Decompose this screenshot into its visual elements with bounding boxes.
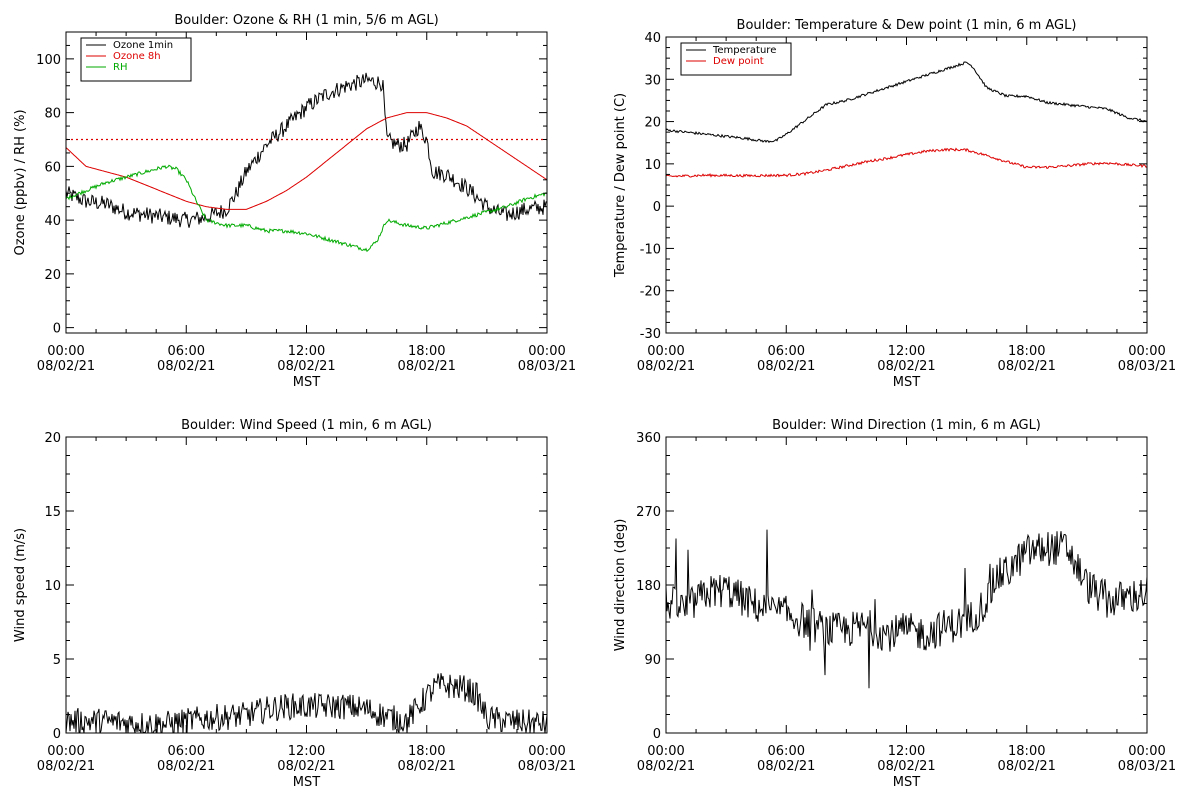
series-line-0 [66,673,547,733]
y-tick-label: 60 [44,160,61,175]
y-tick-label: 360 [636,431,661,446]
y-tick-label: 40 [644,31,661,46]
legend-label: Ozone 8h [113,51,161,62]
panel-ozone-rh: Boulder: Ozone & RH (1 min, 5/6 m AGL) M… [13,13,576,390]
y-tick-label: 100 [36,53,61,68]
y-tick-label: 0 [653,727,661,742]
x-tick-label-date: 08/03/21 [518,359,576,374]
legend-label: RH [113,62,127,73]
x-tick-label-time: 18:00 [1008,744,1045,759]
y-tick-label: 40 [44,214,61,229]
x-tick-label-time: 00:00 [528,744,565,759]
y-tick-label: 0 [53,727,61,742]
y-tick-label: 0 [653,200,661,215]
y-tick-label: 20 [44,431,61,446]
x-tick-label-date: 08/02/21 [37,359,95,374]
plot-frame [65,436,548,734]
y-axis-label: Wind speed (m/s) [13,528,28,642]
chart-title: Boulder: Wind Speed (1 min, 6 m AGL) [181,418,432,433]
x-tick-label-date: 08/02/21 [998,359,1056,374]
x-tick-label-date: 08/02/21 [398,759,456,774]
legend-label: Ozone 1min [113,40,173,51]
y-tick-label: 90 [644,653,661,668]
x-tick-label-time: 00:00 [647,344,684,359]
x-tick-label-date: 08/02/21 [877,359,935,374]
x-tick-label-time: 18:00 [408,344,445,359]
x-tick-label-time: 06:00 [768,344,805,359]
y-tick-label: 5 [53,653,61,668]
x-tick-label-time: 06:00 [168,344,205,359]
y-axis-label: Temperature / Dew point (C) [613,93,628,278]
legend-label: Temperature [712,45,776,56]
y-tick-label: 30 [644,73,661,88]
x-tick-label-date: 08/02/21 [877,759,935,774]
series-line-0 [666,61,1147,144]
x-axis-label: MST [893,375,920,390]
x-tick-label-time: 00:00 [47,344,84,359]
y-tick-label: 15 [44,505,61,520]
y-tick-label: -10 [640,242,661,257]
x-tick-label-time: 06:00 [168,744,205,759]
y-tick-label: -20 [640,285,661,300]
legend-label: Dew point [713,56,764,67]
x-tick-label-time: 12:00 [888,744,925,759]
x-tick-label-time: 00:00 [1128,344,1165,359]
x-tick-label-date: 08/02/21 [637,759,695,774]
x-tick-label-date: 08/02/21 [157,759,215,774]
x-tick-label-time: 06:00 [768,744,805,759]
x-tick-label-time: 00:00 [1128,744,1165,759]
y-axis-label: Wind direction (deg) [613,519,628,652]
x-tick-label-date: 08/02/21 [998,759,1056,774]
x-tick-label-time: 12:00 [288,744,325,759]
y-tick-label: 10 [44,579,61,594]
x-tick-label-time: 12:00 [288,344,325,359]
y-tick-label: 10 [644,158,661,173]
x-tick-label-date: 08/03/21 [518,759,576,774]
y-tick-label: 80 [44,107,61,122]
x-tick-label-time: 00:00 [647,744,684,759]
x-tick-label-date: 08/02/21 [757,759,815,774]
series-line-0 [66,72,547,228]
series-line-1 [666,147,1147,178]
x-tick-label-date: 08/02/21 [277,759,335,774]
x-tick-label-date: 08/03/21 [1118,759,1176,774]
x-tick-label-time: 18:00 [1008,344,1045,359]
x-tick-label-time: 18:00 [408,744,445,759]
y-tick-label: 270 [636,505,661,520]
x-tick-label-date: 08/02/21 [277,359,335,374]
x-tick-label-date: 08/02/21 [398,359,456,374]
x-axis-label: MST [893,775,920,790]
x-tick-label-date: 08/02/21 [757,359,815,374]
x-tick-label-time: 00:00 [528,344,565,359]
x-tick-label-date: 08/02/21 [637,359,695,374]
y-tick-label: 20 [44,268,61,283]
y-tick-label: 180 [636,579,661,594]
y-axis-label: Ozone (ppbv) / RH (%) [13,109,28,255]
chart-title: Boulder: Ozone & RH (1 min, 5/6 m AGL) [174,13,438,28]
panel-wind-speed: Boulder: Wind Speed (1 min, 6 m AGL) MST… [13,418,576,790]
y-tick-label: -30 [640,327,661,342]
chart-title: Boulder: Wind Direction (1 min, 6 m AGL) [772,418,1041,433]
series-line-0 [666,529,1147,689]
x-axis-label: MST [293,375,320,390]
x-tick-label-date: 08/03/21 [1118,359,1176,374]
series-line-2 [66,164,547,253]
x-axis-label: MST [293,775,320,790]
panel-temperature-dewpoint: Boulder: Temperature & Dew point (1 min,… [613,18,1176,390]
x-tick-label-time: 12:00 [888,344,925,359]
panel-wind-direction: Boulder: Wind Direction (1 min, 6 m AGL)… [613,418,1176,790]
y-tick-label: 0 [53,322,61,337]
legend-box [680,42,792,76]
x-tick-label-date: 08/02/21 [157,359,215,374]
series-line-1 [66,112,547,210]
chart-title: Boulder: Temperature & Dew point (1 min,… [737,18,1077,33]
x-tick-label-time: 00:00 [47,744,84,759]
x-tick-label-date: 08/02/21 [37,759,95,774]
y-tick-label: 20 [644,116,661,131]
